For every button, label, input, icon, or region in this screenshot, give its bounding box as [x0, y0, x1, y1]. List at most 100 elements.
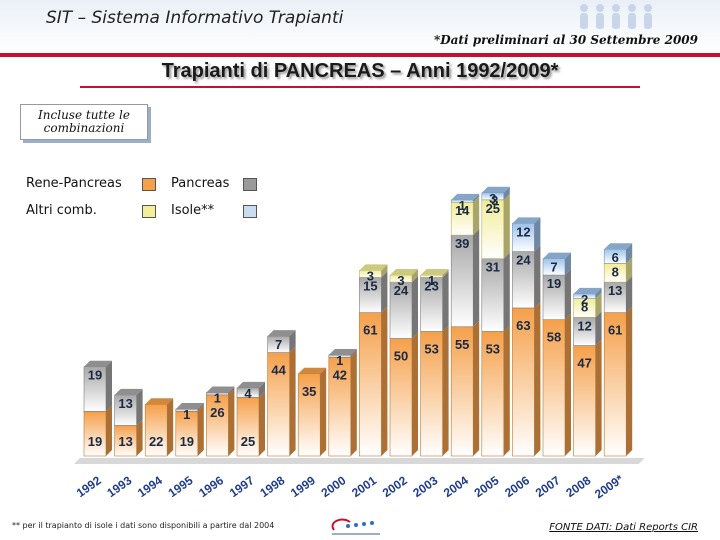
data-label: 8 [612, 264, 619, 279]
data-label: 13 [118, 396, 132, 411]
data-source: FONTE DATI: Dati Reports CIR [549, 522, 698, 533]
data-label: 1 [428, 273, 435, 288]
data-label: 53 [424, 341, 438, 356]
bar-side-0-14 [534, 301, 541, 456]
preliminary-note: *Dati preliminari al 30 Settembre 2009 [433, 33, 698, 47]
data-label: 6 [612, 250, 619, 265]
data-label: 7 [275, 337, 282, 352]
bar-side-1-17 [626, 276, 633, 313]
bar-side-2-12 [473, 196, 480, 236]
bar-top-11 [420, 269, 449, 276]
x-tick-label: 2006 [502, 473, 532, 500]
bar-top-9 [359, 264, 388, 271]
title-divider [80, 86, 640, 88]
bar-side-1-11 [442, 271, 449, 332]
data-label: 44 [271, 363, 286, 378]
data-label: 31 [486, 260, 500, 275]
bar-side-1-13 [503, 252, 510, 332]
x-tick-label: 2008 [563, 473, 593, 500]
bar-side-0-3 [197, 405, 204, 456]
legend-label-altri: Altri comb. [26, 203, 97, 218]
bar-side-0-7 [320, 367, 327, 456]
bar-top-0 [84, 360, 112, 367]
bar-side-1-4 [228, 386, 235, 395]
bar-side-0-10 [412, 332, 418, 456]
data-label: 19 [88, 368, 102, 383]
bar-side-3-13 [503, 186, 510, 200]
data-label: 26 [210, 405, 224, 420]
data-label: 1 [336, 353, 343, 368]
bar-top-17 [604, 243, 633, 250]
x-tick-label: 1995 [166, 473, 196, 500]
data-label: 61 [608, 323, 622, 338]
page-title: Trapianti di PANCREAS – Anni 1992/2009* [161, 60, 559, 82]
data-label: 3 [489, 191, 496, 206]
bar-top-14 [512, 217, 541, 224]
bar-side-0-4 [228, 388, 235, 456]
bar-side-0-17 [626, 306, 633, 456]
bar-side-1-3 [197, 403, 204, 412]
app-title: SIT – Sistema Informativo Trapianti [46, 8, 344, 28]
data-label: 47 [577, 356, 591, 371]
x-tick-label: 1992 [74, 473, 104, 500]
bar-side-2-17 [626, 257, 633, 283]
data-label: 15 [363, 278, 377, 293]
bar-side-1-6 [289, 330, 296, 353]
data-label: 8 [581, 300, 588, 315]
data-label: 12 [577, 318, 591, 333]
bar-side-1-1 [136, 388, 143, 426]
data-label: 53 [486, 341, 500, 356]
bar-top-1 [114, 388, 143, 395]
x-tick-label: 2000 [319, 473, 349, 500]
data-label: 14 [455, 203, 470, 218]
data-label: 12 [516, 224, 530, 239]
bar-side-0-15 [565, 313, 571, 456]
footnote: ** per il trapianto di isole i dati sono… [12, 521, 275, 530]
x-tick-label: 1997 [227, 473, 257, 500]
data-label: 24 [394, 283, 409, 298]
legend-label-rene-pancreas: Rene-Pancreas [26, 176, 122, 191]
bar-top-16 [573, 287, 602, 294]
cnt-logo-icon [331, 518, 380, 535]
bar-side-1-12 [473, 229, 480, 327]
bar-top-15 [543, 252, 571, 259]
bar-top-6 [267, 330, 296, 337]
note-line-2: combinazioni [43, 121, 125, 135]
legend-swatch-isole [243, 205, 257, 218]
bar-top-3 [175, 403, 204, 409]
bar-side-3-14 [534, 217, 541, 252]
data-label: 19 [180, 434, 194, 449]
data-label: 24 [516, 253, 531, 268]
note-box: Incluse tutte le combinazioni [20, 104, 148, 140]
bar-side-2-10 [412, 269, 418, 283]
data-label: 13 [608, 283, 622, 298]
bar-side-3-15 [565, 252, 571, 276]
data-label: 50 [394, 349, 408, 364]
bar-side-2-13 [503, 193, 510, 259]
legend-label-pancreas: Pancreas [171, 176, 230, 191]
data-label: 3 [397, 273, 404, 288]
data-label: 58 [547, 330, 561, 345]
data-label: 3 [367, 268, 374, 283]
legend-swatch-rene-pancreas [142, 178, 156, 191]
data-label: 61 [363, 323, 377, 338]
people-logo-icon [580, 4, 652, 29]
x-tick-label: 2003 [410, 473, 440, 500]
data-label: 22 [149, 434, 163, 449]
bar-top-12 [451, 193, 480, 200]
x-tick-label: 2009* [592, 472, 626, 502]
bar-side-3-17 [626, 243, 633, 264]
bar-side-0-0 [106, 405, 112, 456]
x-tick-label: 1996 [196, 473, 226, 500]
data-label: 13 [118, 434, 132, 449]
legend-swatch-altri [142, 205, 156, 218]
data-label: 25 [241, 434, 255, 449]
x-tick-label: 1999 [288, 473, 318, 500]
bar-top-5 [237, 381, 265, 388]
bar-side-1-8 [350, 348, 357, 358]
bar-side-1-14 [534, 245, 541, 308]
bar-top-2 [145, 398, 174, 405]
bar-side-0-12 [473, 320, 480, 456]
bar-side-0-16 [595, 339, 602, 456]
